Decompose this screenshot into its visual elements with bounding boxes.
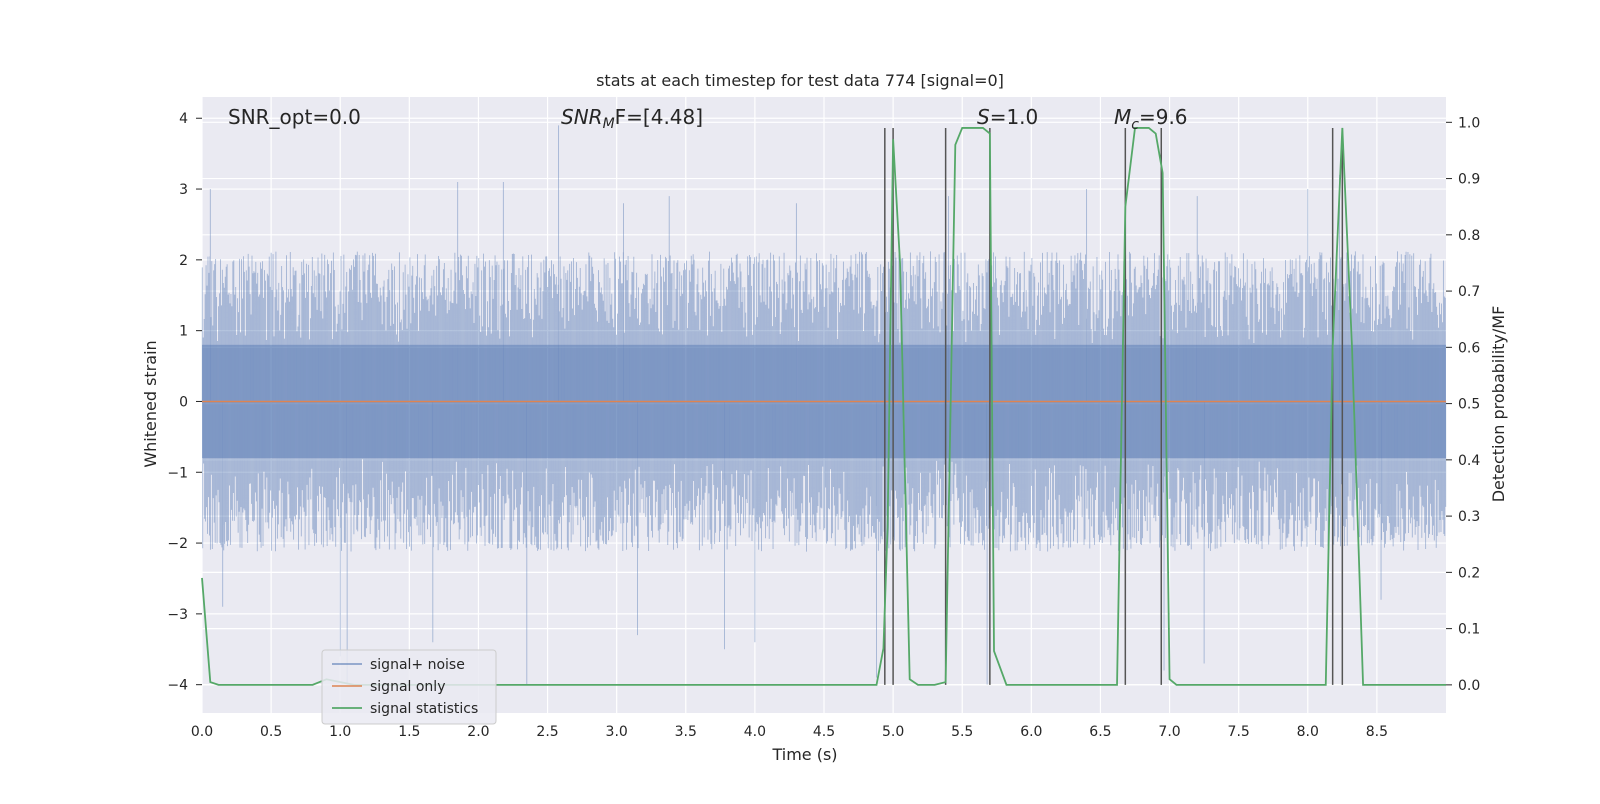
annotation-s-value: =1.0 xyxy=(990,105,1039,129)
y-tick-label-right: 0.8 xyxy=(1458,228,1480,244)
y-tick-label-left: 3 xyxy=(179,182,188,198)
x-ticks: 0.0 0.5 1.0 1.5 2.0 2.5 3.0 3.5 4.0 4.5 5.0 5.5 6.0 6… xyxy=(191,724,1388,740)
y-tick-label-left: 2 xyxy=(179,253,188,269)
x-tick-label: 8.0 xyxy=(1297,724,1319,740)
legend-box xyxy=(321,649,497,725)
annotation-snr-opt-text: SNR_opt=0.0 xyxy=(228,105,361,129)
y-ticks-left: −4 −3 −2 −1 0 1 2 3 4 xyxy=(167,111,202,694)
y-tick-label-left: 1 xyxy=(179,324,188,340)
y-tick-label-left: −3 xyxy=(167,607,188,623)
y-tick-label-left: −2 xyxy=(167,536,188,552)
y-tick-label-right: 0.6 xyxy=(1458,340,1480,356)
annotation-m-symbol: M xyxy=(1114,105,1131,129)
chart-title: stats at each timestep for test data 774… xyxy=(596,71,1004,90)
x-tick-label: 6.0 xyxy=(1020,724,1042,740)
x-tick-label: 1.5 xyxy=(398,724,420,740)
annotation-snr-mf: SNRMF=[4.48] xyxy=(561,105,703,132)
y-tick-label-right: 0.4 xyxy=(1458,453,1480,469)
x-tick-label: 7.0 xyxy=(1158,724,1180,740)
annotation-s-symbol: S xyxy=(977,105,990,129)
annotation-mf-subscript: M xyxy=(603,116,615,132)
legend-label-signal-only: signal only xyxy=(370,679,445,695)
y-tick-label-right: 0.2 xyxy=(1458,565,1480,581)
annotation-c-subscript: c xyxy=(1131,117,1139,133)
annotation-snr-opt: SNR_opt=0.0 xyxy=(228,105,361,129)
y-tick-label-right: 0.0 xyxy=(1458,678,1480,694)
x-tick-label: 7.5 xyxy=(1228,724,1250,740)
x-tick-label: 5.5 xyxy=(951,724,973,740)
x-tick-label: 3.0 xyxy=(606,724,628,740)
x-tick-label: 6.5 xyxy=(1089,724,1111,740)
x-tick-label: 8.5 xyxy=(1366,724,1388,740)
x-tick-label: 4.5 xyxy=(813,724,835,740)
y-tick-label-left: 0 xyxy=(179,394,188,410)
x-tick-label: 1.0 xyxy=(329,724,351,740)
noise-trace xyxy=(201,125,1447,685)
legend-label-signal-statistics: signal statistics xyxy=(370,701,478,717)
y-tick-label-right: 1.0 xyxy=(1458,115,1480,131)
legend-label-signal-noise: signal+ noise xyxy=(370,657,465,673)
x-tick-label: 5.0 xyxy=(882,724,904,740)
x-tick-label: 0.5 xyxy=(260,724,282,740)
x-tick-label: 3.5 xyxy=(675,724,697,740)
y-tick-label-right: 0.9 xyxy=(1458,172,1480,188)
annotation-snr-mf-value: F=[4.48] xyxy=(615,105,703,129)
y-tick-label-right: 0.3 xyxy=(1458,509,1480,525)
x-tick-label: 2.5 xyxy=(536,724,558,740)
y-axis-label-right: Detection probability/MF xyxy=(1489,306,1508,503)
x-axis-label: Time (s) xyxy=(771,745,837,764)
annotation-mc-value: =9.6 xyxy=(1139,105,1188,129)
x-tick-label: 4.0 xyxy=(744,724,766,740)
x-tick-label: 2.0 xyxy=(467,724,489,740)
y-tick-label-right: 0.1 xyxy=(1458,622,1480,638)
annotation-s: S=1.0 xyxy=(977,105,1038,129)
y-tick-label-left: 4 xyxy=(179,111,188,127)
annotation-mc: Mc=9.6 xyxy=(1114,105,1188,133)
y-axis-label-left: Whitened strain xyxy=(141,340,160,467)
y-tick-label-right: 0.5 xyxy=(1458,397,1480,413)
legend: signal+ noise signal only signal statist… xyxy=(321,649,497,725)
y-tick-label-left: −4 xyxy=(167,678,188,694)
annotation-snr-symbol: SNR xyxy=(561,105,603,129)
x-tick-label: 0.0 xyxy=(191,724,213,740)
y-ticks-right: 0.0 0.1 0.2 0.3 0.4 0.5 0.6 0.7 0.8 0.9 1.0 xyxy=(1446,115,1480,694)
y-tick-label-right: 0.7 xyxy=(1458,284,1480,300)
y-tick-label-left: −1 xyxy=(167,465,188,481)
